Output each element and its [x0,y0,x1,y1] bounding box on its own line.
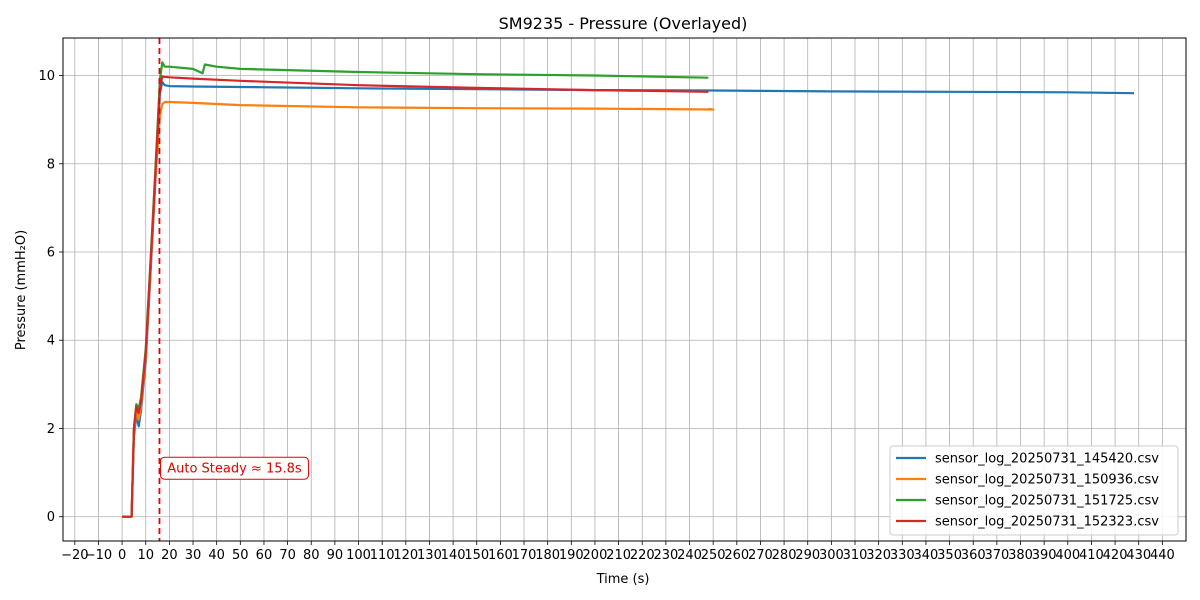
x-tick-label: 190 [559,548,584,563]
x-tick-label: 300 [819,548,844,563]
x-tick-label: 220 [630,548,655,563]
x-axis-ticks: −20−10 0 10 20 30 40 50 60 70 80 90 100110120130140… [61,541,1175,563]
x-tick-label: 140 [441,548,466,563]
y-tick-label: 6 [47,245,55,260]
x-tick-label: 70 [279,548,296,563]
x-tick-label: 330 [890,548,915,563]
y-tick-label: 8 [47,157,55,172]
annotation-layer: Auto Steady ≈ 15.8s [158,38,309,541]
x-tick-label: 290 [795,548,820,563]
y-tick-label: 4 [47,334,55,349]
x-tick-label: 240 [677,548,702,563]
x-tick-label: 120 [393,548,418,563]
x-tick-label: 260 [724,548,749,563]
x-tick-label: 50 [232,548,249,563]
series-line-1 [122,80,1135,518]
x-tick-label: 270 [748,548,773,563]
x-tick-label: 180 [535,548,560,563]
annotation-box [159,456,309,480]
x-tick-label: 360 [961,548,986,563]
x-tick-label: −10 [85,548,112,563]
x-tick-label: 100 [346,548,371,563]
y-tick-label: 10 [38,69,55,84]
x-tick-label: 110 [370,548,395,563]
x-axis-label: Time (s) [596,572,650,587]
series-line-3 [122,61,709,518]
x-tick-label: 310 [843,548,868,563]
legend-label: sensor_log_20250731_152323.csv [935,515,1159,530]
x-tick-label: 410 [1079,548,1104,563]
x-tick-label: −20 [61,548,88,563]
x-tick-label: 0 [118,548,126,563]
legend-label: sensor_log_20250731_151725.csv [935,494,1159,509]
x-tick-label: 280 [772,548,797,563]
x-tick-label: 170 [512,548,537,563]
x-tick-label: 150 [464,548,489,563]
x-tick-label: 60 [256,548,273,563]
x-tick-label: 250 [701,548,726,563]
legend: sensor_log_20250731_145420.csv sensor_log… [889,445,1179,536]
x-tick-label: 400 [1055,548,1080,563]
legend-label: sensor_log_20250731_150936.csv [935,473,1159,488]
x-tick-label: 130 [417,548,442,563]
y-axis-ticks: 0 2 4 6 8 10 [38,69,63,525]
x-tick-label: 200 [583,548,608,563]
x-tick-label: 30 [185,548,202,563]
legend-label: sensor_log_20250731_145420.csv [935,452,1159,467]
x-tick-label: 370 [984,548,1009,563]
x-tick-label: 10 [137,548,154,563]
x-tick-label: 440 [1150,548,1175,563]
x-tick-label: 350 [937,548,962,563]
x-tick-label: 90 [327,548,344,563]
chart-title: SM9235 - Pressure (Overlayed) [499,14,748,33]
x-tick-label: 80 [303,548,320,563]
y-tick-label: 2 [47,422,55,437]
x-tick-label: 40 [208,548,225,563]
x-tick-label: 160 [488,548,513,563]
x-tick-label: 390 [1032,548,1057,563]
x-tick-label: 340 [914,548,939,563]
x-tick-label: 430 [1126,548,1151,563]
x-tick-label: 420 [1103,548,1128,563]
plot-frame [62,37,1187,542]
x-tick-label: 230 [653,548,678,563]
x-tick-label: 210 [606,548,631,563]
y-tick-label: 0 [47,510,55,525]
legend-box [889,445,1179,536]
y-axis-label: Pressure (mmH₂O) [14,230,29,350]
x-tick-label: 20 [161,548,178,563]
x-tick-label: 380 [1008,548,1033,563]
annotation-label: Auto Steady ≈ 15.8s [167,462,302,477]
x-tick-label: 320 [866,548,891,563]
